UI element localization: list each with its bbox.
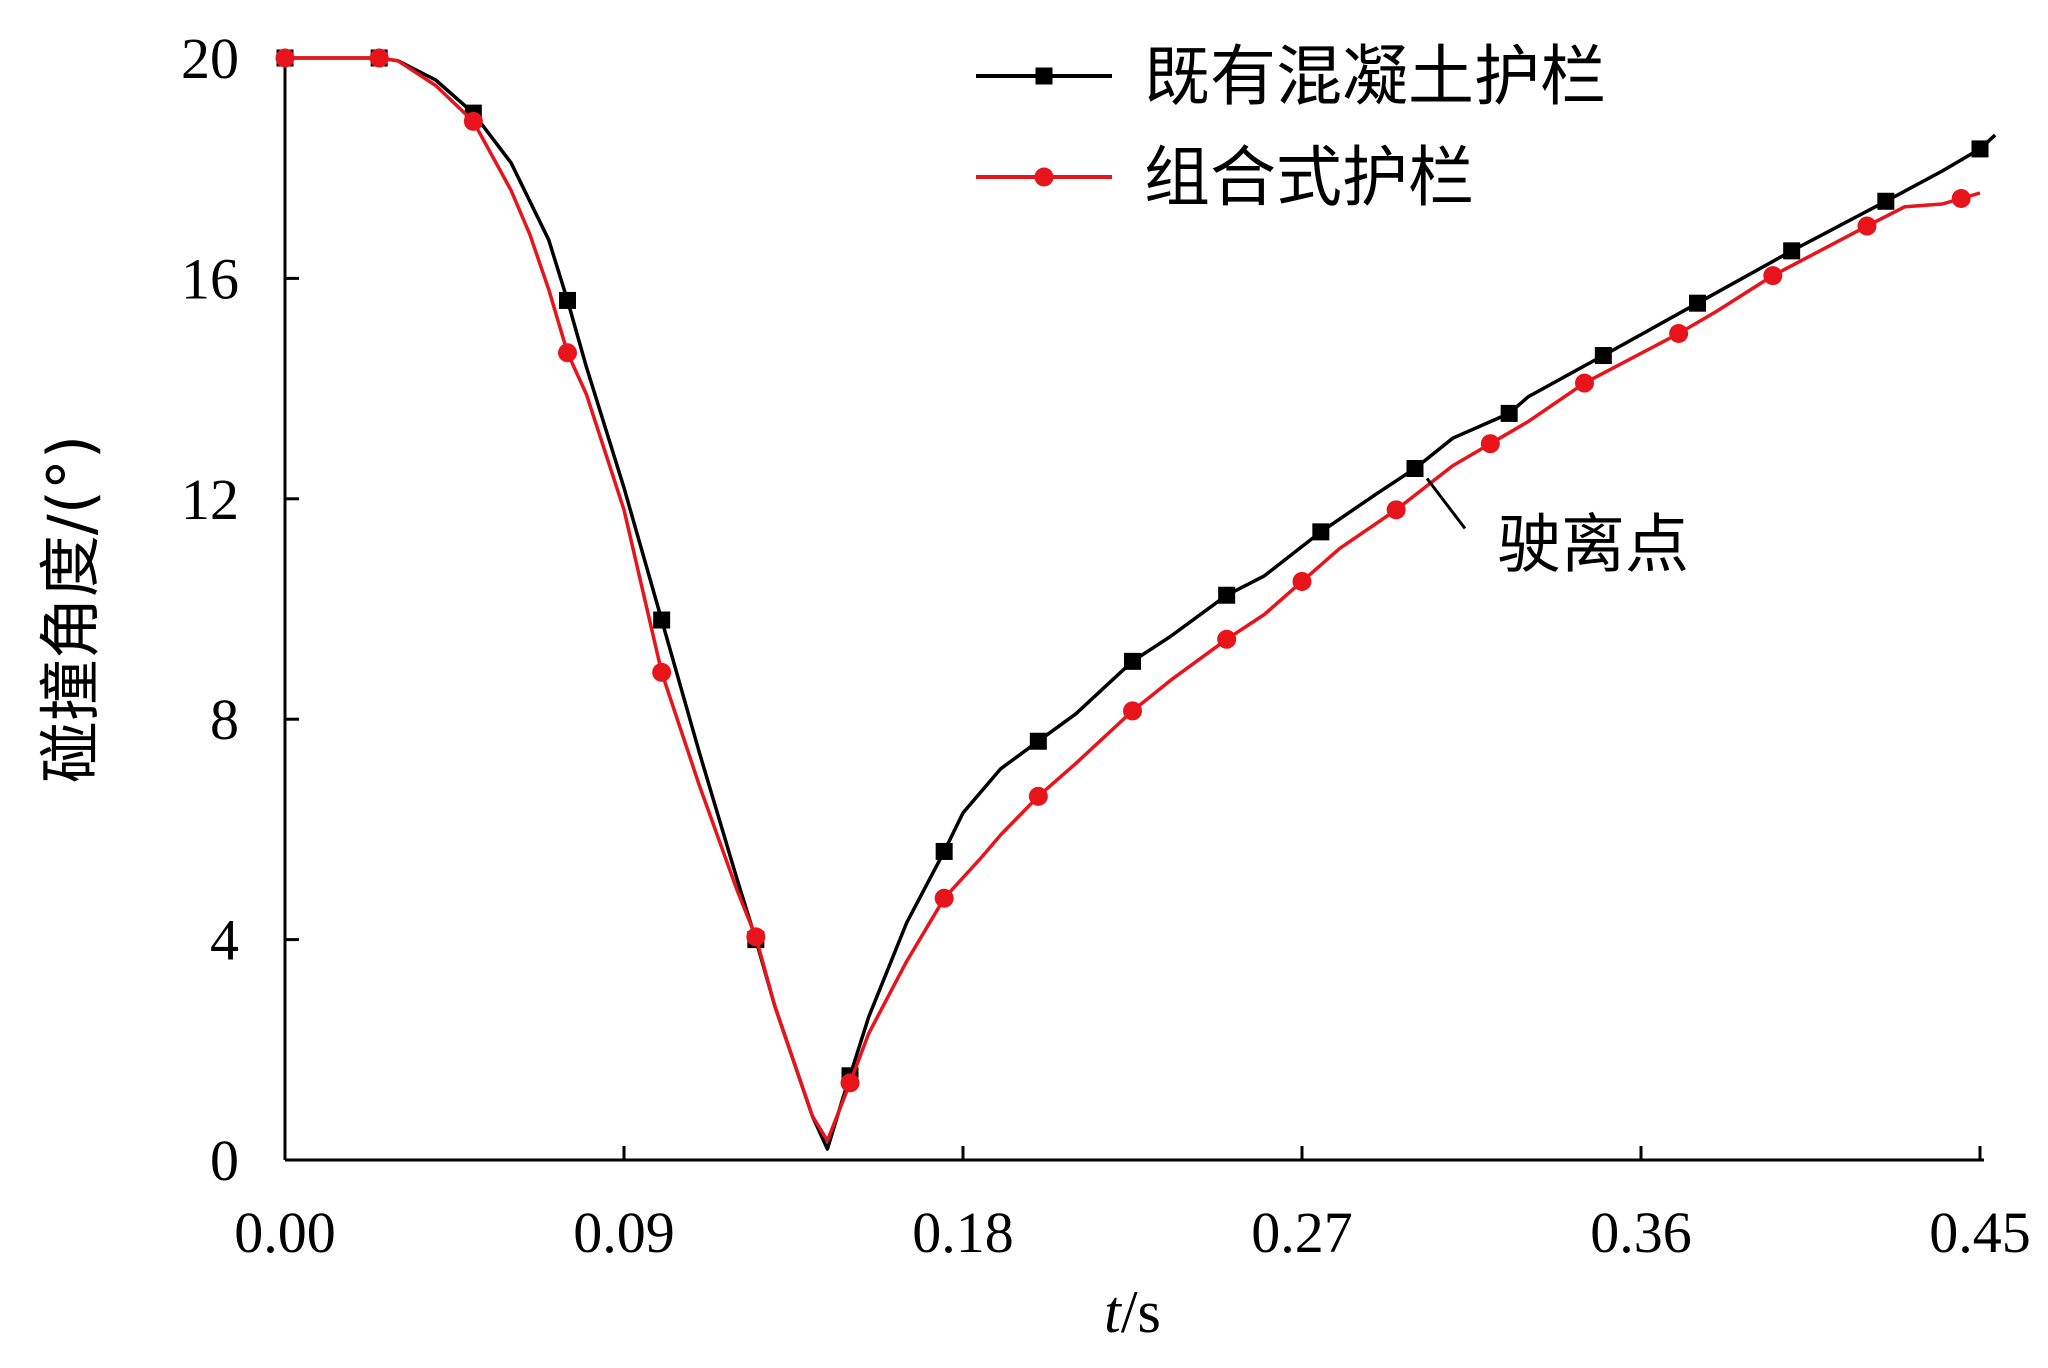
x-tick-label: 0.36 bbox=[1590, 1200, 1692, 1265]
data-point-square bbox=[653, 611, 671, 629]
data-point-circle bbox=[1480, 434, 1500, 454]
x-axis-title-unit: /s bbox=[1121, 1279, 1161, 1345]
data-point-circle bbox=[1217, 629, 1237, 649]
x-axis-title: t/s bbox=[1104, 1279, 1161, 1345]
data-point-square bbox=[1500, 404, 1518, 422]
data-point-square bbox=[1218, 586, 1236, 604]
data-point-circle bbox=[463, 111, 483, 131]
y-tick-label: 20 bbox=[181, 26, 239, 91]
x-tick-label: 0.18 bbox=[912, 1200, 1014, 1265]
annotation-label: 驶离点 bbox=[1497, 508, 1689, 582]
y-axis-title: 碰撞角度/(°) bbox=[34, 435, 107, 783]
data-point-square bbox=[1783, 242, 1801, 260]
y-tick-label: 16 bbox=[181, 246, 239, 311]
data-point-square bbox=[1312, 523, 1330, 541]
x-tick-label: 0.45 bbox=[1929, 1200, 2031, 1265]
series bbox=[275, 48, 1997, 1151]
data-point-circle bbox=[275, 48, 295, 68]
data-point-square bbox=[1029, 732, 1047, 750]
data-point-circle bbox=[1123, 701, 1142, 721]
legend: 既有混凝土护栏 组合式护栏 bbox=[976, 38, 1606, 216]
data-point-circle bbox=[1292, 571, 1312, 591]
data-point-square bbox=[1124, 652, 1141, 670]
data-point-square bbox=[559, 291, 576, 309]
annotations: 驶离点 bbox=[1425, 477, 1689, 582]
y-tick-label: 4 bbox=[210, 908, 239, 973]
axes bbox=[283, 54, 1984, 1162]
annotation-leader-line bbox=[1425, 477, 1467, 530]
series-line bbox=[285, 56, 1981, 1143]
x-tick-label: 0.00 bbox=[234, 1200, 336, 1265]
y-tick-label: 8 bbox=[210, 687, 239, 752]
legend-marker-circle bbox=[1034, 167, 1054, 187]
x-tick-label: 0.27 bbox=[1251, 1200, 1353, 1265]
data-point-circle bbox=[1575, 373, 1594, 393]
data-point-circle bbox=[1669, 324, 1689, 343]
data-point-square bbox=[1877, 192, 1895, 210]
y-tick-label: 12 bbox=[181, 467, 239, 532]
legend-marker-square bbox=[1035, 67, 1053, 85]
data-point-square bbox=[1594, 347, 1612, 365]
data-point-square bbox=[1971, 140, 1989, 158]
x-axis-title-variable: t bbox=[1104, 1279, 1122, 1345]
data-point-circle bbox=[652, 662, 672, 682]
data-point-circle bbox=[1857, 216, 1877, 236]
y-tick-label: 0 bbox=[210, 1128, 239, 1193]
data-point-circle bbox=[1763, 266, 1783, 286]
data-point-circle bbox=[1028, 786, 1048, 806]
legend-label-combined: 组合式护栏 bbox=[1144, 139, 1474, 216]
data-point-circle bbox=[369, 48, 389, 68]
data-point-circle bbox=[746, 927, 766, 947]
ticks: 0.00 0.09 0.18 0.27 0.36 0.45 0 4 8 12 16 20 bbox=[181, 26, 2031, 1265]
data-point-circle bbox=[558, 343, 577, 363]
data-point-circle bbox=[934, 888, 954, 908]
series-existing-concrete bbox=[276, 49, 1997, 1151]
legend-label-existing: 既有混凝土护栏 bbox=[1144, 38, 1606, 115]
x-tick-label: 0.09 bbox=[573, 1200, 675, 1265]
series-line bbox=[285, 56, 1997, 1151]
data-point-circle bbox=[1951, 189, 1971, 209]
data-point-square bbox=[1406, 459, 1424, 477]
data-point-circle bbox=[840, 1073, 860, 1093]
data-point-square bbox=[1689, 294, 1706, 312]
series-combined bbox=[275, 48, 1981, 1143]
data-point-circle bbox=[1386, 500, 1406, 520]
data-point-square bbox=[935, 842, 953, 860]
